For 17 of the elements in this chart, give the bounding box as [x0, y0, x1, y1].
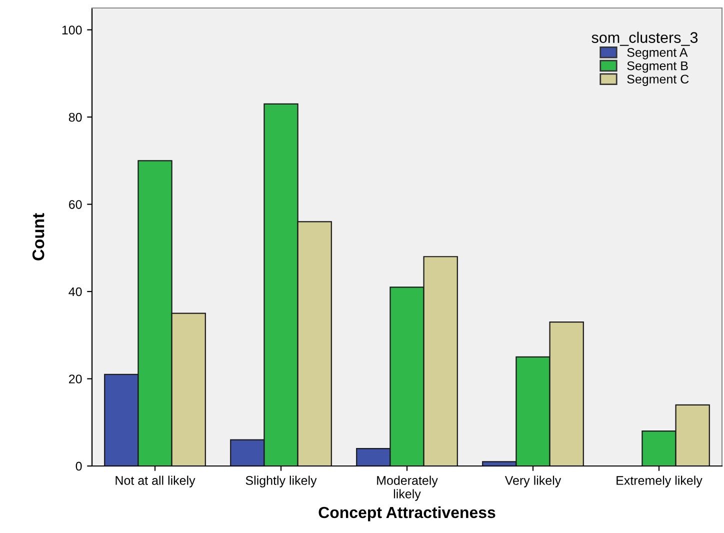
legend-label: Segment A [627, 48, 688, 60]
legend-label: Segment B [627, 61, 688, 73]
x-tick-label: Moderately likely [377, 476, 438, 501]
legend-title: som_clusters_3 [592, 32, 698, 46]
y-tick-label: 0 [76, 462, 82, 471]
y-tick-label: 40 [68, 287, 82, 296]
x-axis-title: Concept Attractiveness [318, 506, 496, 522]
y-tick-label: 80 [68, 112, 82, 122]
x-tick-label: Extremely likely [616, 476, 702, 488]
x-tick-label: Very likely [504, 476, 562, 488]
y-tick-label: 20 [69, 374, 82, 384]
x-tick-label: Not at all likely [116, 476, 196, 488]
y-tick-label: 60 [69, 200, 82, 209]
legend-label: Segment C [627, 74, 689, 86]
x-tick-label: Slightly likely [246, 476, 317, 488]
y-tick-label: 100 [62, 26, 82, 34]
y-axis-title: Count [32, 213, 44, 260]
